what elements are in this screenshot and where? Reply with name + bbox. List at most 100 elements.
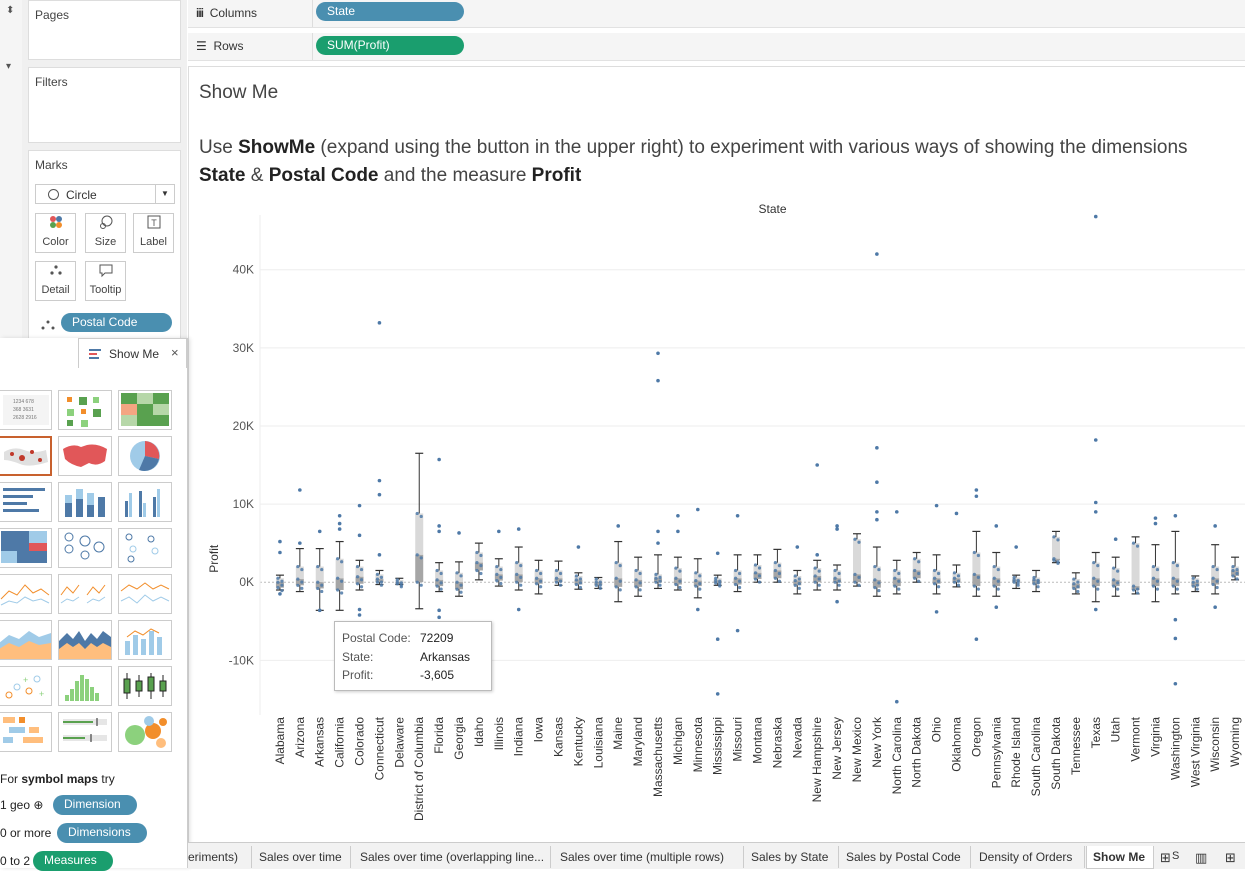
chart-type-stacked-bars[interactable] — [58, 482, 112, 522]
x-tick-label: Oklahoma — [949, 717, 963, 772]
box-upper — [275, 578, 284, 583]
data-point — [734, 582, 738, 587]
data-point — [340, 560, 344, 564]
chart-type-filled-map[interactable] — [58, 436, 112, 476]
box-upper — [654, 574, 663, 579]
chart-type-box-and-whisker[interactable] — [118, 666, 172, 706]
chevron-down-icon[interactable]: ▼ — [155, 185, 174, 203]
outlier-point — [1153, 516, 1158, 520]
chart-type-gantt-chart[interactable] — [0, 712, 52, 752]
mark-type-dropdown[interactable]: Circle ▼ — [35, 184, 175, 204]
chevron-down-icon[interactable]: ▾ — [6, 61, 12, 72]
chart-type-circle-views[interactable] — [58, 528, 112, 568]
chart-type-histogram[interactable] — [58, 666, 112, 706]
chart-type-treemap[interactable] — [0, 528, 52, 568]
box-upper — [375, 574, 384, 580]
data-point — [718, 579, 722, 583]
chart-type-pie-chart[interactable] — [118, 436, 172, 476]
tab-separator — [838, 846, 839, 868]
color-button[interactable]: Color — [35, 213, 76, 253]
chart-type-text-table[interactable]: 1234 678 368 3631 2628 2916 — [0, 390, 52, 430]
data-point — [618, 564, 622, 568]
data-point — [897, 587, 901, 591]
box-lower — [474, 562, 483, 571]
sort-arrows-icon[interactable]: ⬍ — [6, 5, 15, 16]
sheet-tab[interactable]: Sales over time — [259, 850, 342, 864]
sheet-tab[interactable]: Sales by Postal Code — [846, 850, 961, 864]
pages-card[interactable]: Pages — [28, 0, 181, 60]
sheet-tab[interactable]: Sales over time (overlapping line... — [360, 850, 545, 864]
chart-type-side-by-side-bars[interactable] — [118, 482, 172, 522]
chart-type-bullet-graph[interactable] — [58, 712, 112, 752]
data-point — [793, 574, 797, 578]
chart-type-dual-combination[interactable] — [118, 620, 172, 660]
outlier-point — [894, 699, 899, 704]
tooltip-button[interactable]: Tooltip — [85, 261, 126, 301]
tooltip-key: Profit: — [342, 668, 374, 682]
tab-show-me[interactable]: Show Me — [1093, 850, 1146, 864]
data-point — [340, 591, 344, 595]
box-upper — [1071, 579, 1080, 584]
size-button[interactable]: Size — [85, 213, 126, 253]
new-story-icon[interactable]: ⊞ — [1225, 850, 1236, 865]
data-point — [1171, 584, 1175, 588]
detail-button[interactable]: Detail — [35, 261, 76, 301]
data-point — [857, 575, 861, 579]
tab-partial[interactable]: S — [1172, 850, 1180, 862]
label-label: Label — [140, 236, 167, 248]
data-point — [594, 577, 598, 581]
label-button[interactable]: T Label — [133, 213, 174, 253]
filters-card[interactable]: Filters — [28, 67, 181, 143]
outlier-point — [377, 492, 382, 497]
data-point — [554, 580, 559, 584]
chart-type-heat-map[interactable] — [58, 390, 112, 430]
postal-code-pill[interactable]: Postal Code — [61, 313, 172, 332]
chart-type-horizontal-bars[interactable] — [0, 482, 52, 522]
box-upper — [335, 558, 344, 579]
data-point — [1135, 544, 1140, 548]
sheet-tab[interactable]: Sales over time (multiple rows) — [560, 850, 725, 864]
chart-type-packed-bubbles[interactable] — [118, 712, 172, 752]
data-point — [558, 583, 563, 587]
data-point — [734, 568, 738, 573]
state-pill[interactable]: State — [316, 2, 464, 21]
data-point — [853, 537, 857, 541]
sheet-tab[interactable]: Sales by State — [751, 850, 829, 864]
x-tick-label: Maryland — [631, 717, 645, 766]
box-upper — [1211, 566, 1220, 579]
outlier-point — [278, 539, 282, 544]
outlier-point — [735, 628, 740, 633]
box-lower — [554, 578, 563, 583]
outlier-point — [715, 692, 720, 696]
new-dashboard-icon[interactable]: ▥ — [1195, 850, 1208, 865]
chart-type-area-discrete[interactable] — [58, 620, 112, 660]
show-me-tab[interactable]: Show Me × — [78, 338, 187, 368]
sheet-tab[interactable]: Density of Orders — [979, 850, 1073, 864]
data-point — [618, 588, 622, 592]
chart-type-scatter-plot[interactable]: + + — [0, 666, 52, 706]
chart-type-discrete-lines[interactable] — [58, 574, 112, 614]
chart-type-continuous-lines[interactable] — [0, 574, 52, 614]
data-point — [956, 574, 961, 578]
data-point — [1072, 586, 1076, 591]
data-point — [419, 556, 423, 560]
data-point — [678, 585, 682, 590]
sheet-tab[interactable]: eriments) — [188, 850, 239, 864]
chart-type-area-continuous[interactable] — [0, 620, 52, 660]
data-point — [1215, 567, 1219, 572]
data-point — [379, 575, 384, 579]
data-point — [917, 571, 921, 576]
close-icon[interactable]: × — [171, 345, 179, 360]
data-point — [1016, 583, 1020, 587]
outlier-point — [437, 524, 441, 528]
new-worksheet-icon[interactable]: ⊞ — [1160, 850, 1171, 865]
chart-type-highlight-table[interactable] — [118, 390, 172, 430]
chart-type-symbol-map[interactable] — [0, 436, 52, 476]
chart-type-side-by-side-circles[interactable] — [118, 528, 172, 568]
sum-profit-pill[interactable]: SUM(Profit) — [316, 36, 464, 55]
box-upper — [1032, 577, 1041, 580]
data-point — [638, 571, 642, 576]
chart-type-dual-lines[interactable] — [118, 574, 172, 614]
data-point — [475, 561, 479, 565]
data-point — [535, 582, 539, 586]
